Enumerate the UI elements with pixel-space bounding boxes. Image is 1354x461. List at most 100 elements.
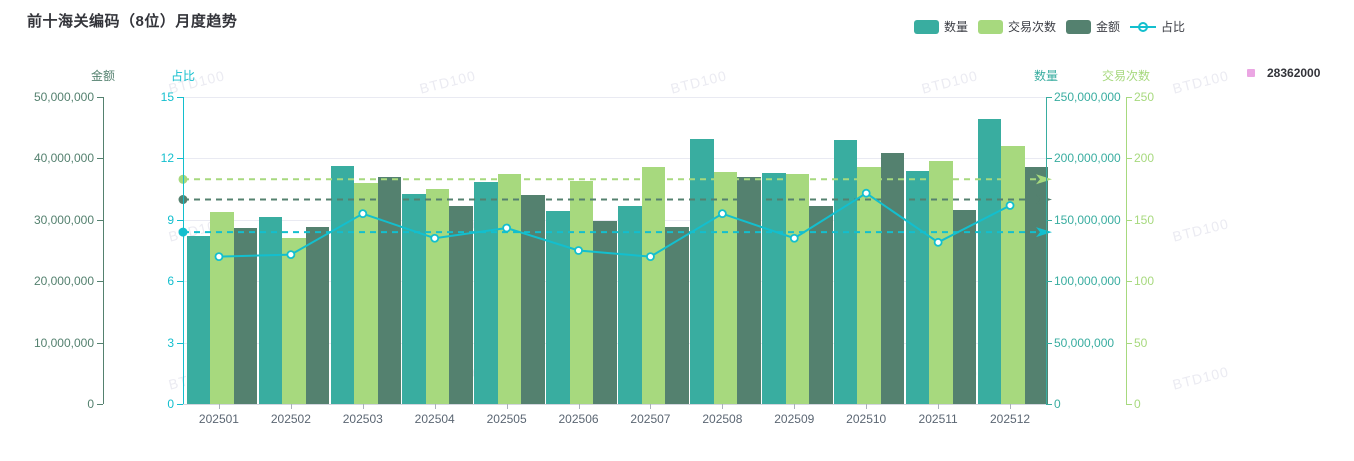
watermark: BTD100 xyxy=(417,67,478,97)
bar-交易次数-202501[interactable] xyxy=(210,212,234,404)
bar-数量-202501[interactable] xyxy=(186,235,211,404)
bar-金额-202505[interactable] xyxy=(521,195,545,404)
x-axis-tick xyxy=(1010,404,1012,409)
x-axis-label: 202507 xyxy=(630,412,671,426)
y-axis-label-ratio: 3 xyxy=(167,335,174,350)
code-legend[interactable]: 28362000 xyxy=(1247,66,1320,80)
gridline xyxy=(183,97,1046,98)
x-axis-tick xyxy=(794,404,796,409)
y-axis-line-trans xyxy=(1126,97,1127,404)
x-axis-label: 202511 xyxy=(918,412,958,426)
legend-item-金额[interactable]: 金额 xyxy=(1065,18,1120,35)
y-axis-line-ratio xyxy=(183,97,184,404)
x-axis-label: 202501 xyxy=(198,412,239,426)
ratio-point-202508[interactable] xyxy=(717,209,727,219)
bar-数量-202502[interactable] xyxy=(258,217,283,404)
bar-金额-202512[interactable] xyxy=(1024,166,1049,404)
bar-数量-202505[interactable] xyxy=(474,181,498,404)
code-legend-swatch xyxy=(1247,69,1255,77)
ratio-point-202504[interactable] xyxy=(430,233,440,243)
x-axis-label: 202512 xyxy=(990,412,1031,426)
bar-数量-202512[interactable] xyxy=(977,119,1002,404)
bar-交易次数-202511[interactable] xyxy=(929,160,953,404)
bar-交易次数-202512[interactable] xyxy=(1001,146,1025,404)
ratio-point-202505[interactable] xyxy=(502,223,512,233)
ratio-point-202509[interactable] xyxy=(789,233,799,243)
watermark: BTD100 xyxy=(919,67,980,97)
bar-金额-202509[interactable] xyxy=(809,206,833,404)
x-axis-tick xyxy=(434,404,436,409)
x-axis-label: 202508 xyxy=(702,412,743,426)
ratio-point-202511[interactable] xyxy=(933,237,943,247)
bar-交易次数-202506[interactable] xyxy=(569,180,594,404)
legend-label: 金额 xyxy=(1095,20,1120,34)
y-axis-label-ratio: 6 xyxy=(167,274,174,289)
bar-金额-202507[interactable] xyxy=(665,227,689,404)
bar-交易次数-202504[interactable] xyxy=(425,189,450,404)
legend-item-交易次数[interactable]: 交易次数 xyxy=(977,18,1056,35)
bar-交易次数-202502[interactable] xyxy=(282,238,306,404)
x-axis-label: 202505 xyxy=(486,412,527,426)
bar-交易次数-202508[interactable] xyxy=(713,171,738,404)
bar-交易次数-202507[interactable] xyxy=(641,166,666,404)
y-axis-label-ratio: 15 xyxy=(160,90,174,104)
line-overlay xyxy=(178,174,1052,262)
bar-数量-202511[interactable] xyxy=(905,170,930,404)
legend-item-占比[interactable]: 占比 xyxy=(1129,18,1185,35)
bar-金额-202504[interactable] xyxy=(449,205,473,404)
y-axis-name-amount: 金额 xyxy=(90,69,115,83)
y-axis-tick-trans xyxy=(1126,404,1132,405)
ratio-point-202512[interactable] xyxy=(1005,201,1015,210)
y-axis-tick-amount xyxy=(97,342,103,344)
markline-arrow-icon xyxy=(1036,227,1052,238)
bar-数量-202508[interactable] xyxy=(690,138,714,404)
page-title: 前十海关编码（8位）月度趋势 xyxy=(27,13,238,30)
ratio-line xyxy=(218,191,1011,258)
y-axis-tick-amount xyxy=(97,281,103,283)
y-axis-tick-trans xyxy=(1126,158,1132,160)
x-axis-tick xyxy=(218,404,220,409)
x-axis-tick xyxy=(362,404,364,409)
bar-金额-202501[interactable] xyxy=(233,227,258,404)
bar-金额-202506[interactable] xyxy=(593,221,617,404)
legend-swatch-icon xyxy=(913,19,939,34)
ratio-point-202501[interactable] xyxy=(214,252,224,262)
legend-line-icon-line xyxy=(1129,25,1156,28)
y-axis-name-ratio: 占比 xyxy=(170,69,195,83)
y-axis-line-amount xyxy=(103,97,104,404)
ratio-point-202503[interactable] xyxy=(358,209,368,219)
y-axis-tick-qty xyxy=(1046,158,1052,160)
y-axis-label-trans: 200 xyxy=(1134,151,1155,166)
bar-数量-202506[interactable] xyxy=(546,211,570,404)
watermark: BTD100 xyxy=(1170,67,1231,97)
markline-arrow-icon xyxy=(1036,194,1052,205)
y-axis-label-trans: 150 xyxy=(1134,212,1155,227)
ratio-point-202502[interactable] xyxy=(286,250,296,259)
bar-数量-202509[interactable] xyxy=(762,173,786,404)
y-axis-tick-qty xyxy=(1046,404,1052,405)
bar-交易次数-202510[interactable] xyxy=(857,166,881,404)
y-axis-tick-trans xyxy=(1126,219,1132,221)
bar-数量-202504[interactable] xyxy=(402,194,426,404)
y-axis-label-trans: 50 xyxy=(1134,335,1148,350)
bar-金额-202508[interactable] xyxy=(737,177,761,404)
legend-item-数量[interactable]: 数量 xyxy=(913,18,968,35)
bar-交易次数-202503[interactable] xyxy=(354,182,378,404)
ratio-point-202506[interactable] xyxy=(574,246,583,255)
bar-金额-202503[interactable] xyxy=(377,176,402,404)
y-axis-tick-qty xyxy=(1046,219,1052,221)
code-legend-label: 28362000 xyxy=(1267,66,1321,80)
bar-金额-202502[interactable] xyxy=(305,226,330,404)
x-axis-label: 202506 xyxy=(558,412,599,426)
bar-数量-202510[interactable] xyxy=(833,139,858,404)
y-axis-label-ratio: 9 xyxy=(167,212,174,227)
x-axis-label: 202510 xyxy=(846,412,887,426)
ratio-point-202507[interactable] xyxy=(646,252,655,262)
y-axis-tick-trans xyxy=(1126,97,1132,98)
x-axis-tick xyxy=(938,404,940,409)
bar-金额-202511[interactable] xyxy=(952,209,977,404)
legend-line-marker-icon xyxy=(1129,20,1156,34)
bar-数量-202503[interactable] xyxy=(330,165,355,404)
ratio-point-202510[interactable] xyxy=(861,188,871,198)
